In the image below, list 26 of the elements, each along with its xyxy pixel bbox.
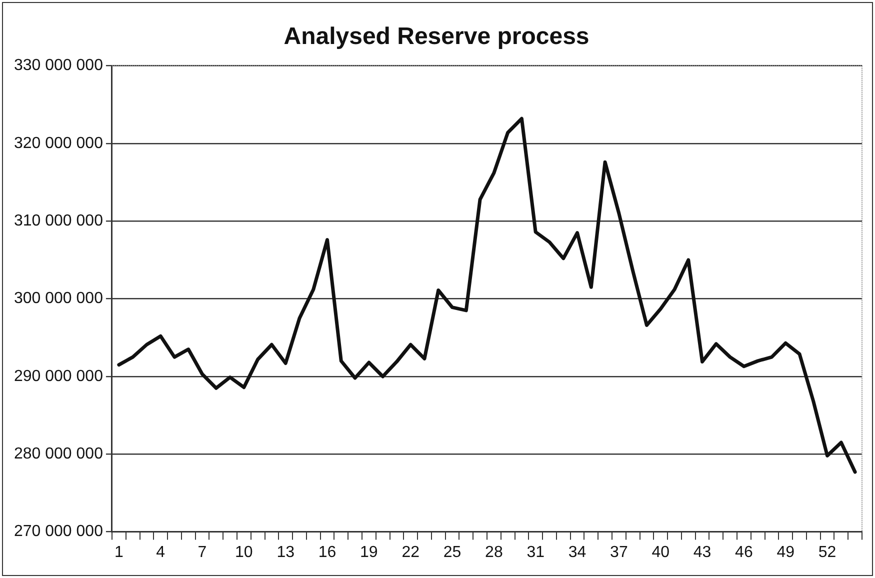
chart-title: Analysed Reserve process bbox=[284, 23, 590, 50]
x-tick-label: 19 bbox=[360, 544, 378, 561]
x-tick-label: 43 bbox=[693, 544, 712, 561]
x-tick-label: 34 bbox=[568, 544, 586, 561]
x-tick-label: 25 bbox=[443, 544, 462, 561]
y-tick-label: 310 000 000 bbox=[14, 212, 104, 230]
x-tick-label: 31 bbox=[526, 544, 545, 561]
x-tick-label: 1 bbox=[114, 544, 124, 561]
x-tick-label: 7 bbox=[198, 544, 207, 561]
x-tick-label: 52 bbox=[818, 544, 836, 561]
y-tick-label: 320 000 000 bbox=[14, 134, 104, 152]
x-tick-label: 28 bbox=[485, 544, 503, 561]
y-tick-label: 280 000 000 bbox=[14, 446, 104, 463]
x-tick-label: 4 bbox=[156, 544, 166, 561]
y-tick-label: 300 000 000 bbox=[14, 290, 104, 308]
y-tick-label: 330 000 000 bbox=[14, 57, 104, 74]
x-tick-label: 46 bbox=[735, 544, 753, 561]
y-tick-label: 270 000 000 bbox=[14, 523, 104, 540]
x-tick-label: 16 bbox=[318, 544, 336, 561]
x-tick-label: 13 bbox=[276, 544, 295, 561]
x-tick-label: 49 bbox=[776, 544, 795, 561]
y-tick-label: 290 000 000 bbox=[14, 368, 104, 385]
x-tick-label: 37 bbox=[610, 544, 628, 561]
x-tick-label: 22 bbox=[402, 544, 420, 561]
x-tick-label: 10 bbox=[235, 544, 253, 561]
x-tick-label: 40 bbox=[652, 544, 670, 561]
